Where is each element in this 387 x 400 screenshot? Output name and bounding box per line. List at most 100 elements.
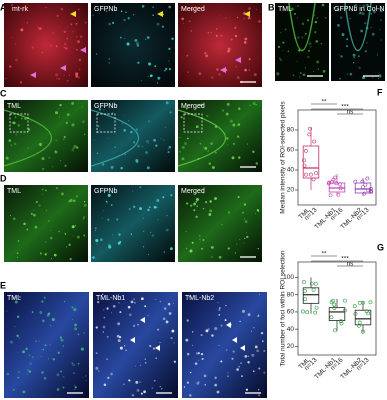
speckle bbox=[19, 81, 23, 84]
speckle bbox=[134, 365, 136, 367]
speckle bbox=[97, 125, 100, 128]
speckle bbox=[372, 76, 374, 79]
jitter-point bbox=[369, 189, 374, 194]
speckle bbox=[204, 51, 207, 55]
speckle bbox=[93, 139, 95, 141]
speckle bbox=[135, 41, 140, 45]
speckle bbox=[297, 5, 299, 7]
speckle bbox=[144, 361, 147, 364]
panel-letter: A bbox=[0, 2, 7, 12]
micrograph bbox=[331, 3, 385, 81]
speckle bbox=[38, 27, 42, 31]
speckle bbox=[59, 336, 63, 339]
speckle bbox=[127, 17, 130, 20]
speckle bbox=[40, 356, 42, 358]
speckle bbox=[204, 146, 208, 150]
speckle bbox=[28, 370, 32, 373]
speckle bbox=[52, 32, 54, 34]
speckle bbox=[108, 58, 110, 60]
speckle bbox=[125, 349, 127, 352]
speckle bbox=[39, 252, 42, 255]
speckle bbox=[15, 43, 16, 45]
speckle bbox=[66, 26, 68, 28]
speckle bbox=[185, 338, 189, 342]
speckle bbox=[292, 74, 295, 77]
speckle bbox=[118, 233, 121, 236]
speckle bbox=[83, 203, 87, 207]
speckle bbox=[17, 240, 20, 242]
speckle bbox=[376, 52, 378, 54]
speckle bbox=[146, 36, 150, 39]
arrowhead bbox=[157, 11, 163, 17]
speckle bbox=[155, 357, 157, 359]
jitter-point bbox=[302, 158, 306, 163]
speckle bbox=[56, 14, 59, 17]
speckle bbox=[58, 108, 60, 110]
speckle bbox=[160, 138, 162, 140]
jitter-point bbox=[302, 163, 307, 168]
speckle bbox=[226, 137, 229, 140]
speckle bbox=[168, 67, 172, 71]
speckle bbox=[131, 127, 133, 129]
speckle bbox=[168, 5, 171, 9]
speckle bbox=[47, 312, 51, 316]
speckle bbox=[17, 376, 20, 379]
speckle bbox=[237, 196, 240, 198]
speckle bbox=[106, 335, 109, 338]
speckle bbox=[145, 151, 148, 154]
speckle bbox=[245, 232, 247, 234]
y-tick-label: 20 bbox=[287, 343, 295, 350]
speckle bbox=[82, 217, 85, 220]
speckle bbox=[165, 101, 169, 105]
speckle bbox=[130, 300, 134, 304]
speckle bbox=[92, 256, 95, 259]
speckle bbox=[362, 76, 365, 80]
speckle bbox=[209, 200, 212, 203]
image-label: TML bbox=[7, 188, 21, 195]
speckle bbox=[139, 381, 141, 383]
jitter-point bbox=[360, 329, 365, 334]
speckle bbox=[60, 370, 63, 373]
speckle bbox=[139, 207, 142, 210]
speckle bbox=[63, 74, 65, 76]
speckle bbox=[133, 14, 135, 16]
speckle bbox=[216, 28, 218, 30]
speckle bbox=[147, 208, 150, 212]
speckle bbox=[220, 34, 223, 37]
speckle bbox=[180, 116, 183, 119]
speckle bbox=[258, 367, 261, 370]
speckle bbox=[357, 55, 360, 58]
jitter-point bbox=[305, 310, 310, 315]
speckle bbox=[227, 47, 231, 51]
speckle bbox=[97, 300, 100, 304]
speckle bbox=[42, 348, 45, 351]
panel-letter: D bbox=[0, 173, 7, 183]
speckle bbox=[58, 230, 60, 233]
plot-frame bbox=[297, 109, 377, 206]
speckle bbox=[62, 386, 65, 389]
speckle bbox=[60, 338, 64, 342]
speckle bbox=[227, 375, 229, 378]
speckle bbox=[317, 68, 320, 70]
speckle bbox=[107, 376, 110, 379]
micrograph bbox=[178, 185, 262, 262]
speckle bbox=[168, 47, 171, 50]
jitter-point bbox=[363, 182, 368, 187]
speckle bbox=[83, 331, 86, 335]
speckle bbox=[147, 143, 149, 145]
speckle bbox=[126, 42, 130, 46]
jitter-point bbox=[339, 321, 344, 326]
speckle bbox=[163, 307, 167, 310]
speckle bbox=[314, 31, 317, 34]
speckle bbox=[253, 73, 257, 77]
jitter-point bbox=[353, 179, 358, 184]
speckle bbox=[74, 386, 77, 389]
speckle bbox=[345, 44, 349, 48]
speckle bbox=[55, 187, 58, 190]
speckle bbox=[97, 370, 100, 372]
speckle bbox=[257, 388, 260, 391]
speckle bbox=[201, 357, 204, 361]
speckle bbox=[161, 25, 165, 28]
speckle bbox=[252, 101, 256, 105]
speckle bbox=[146, 166, 150, 170]
